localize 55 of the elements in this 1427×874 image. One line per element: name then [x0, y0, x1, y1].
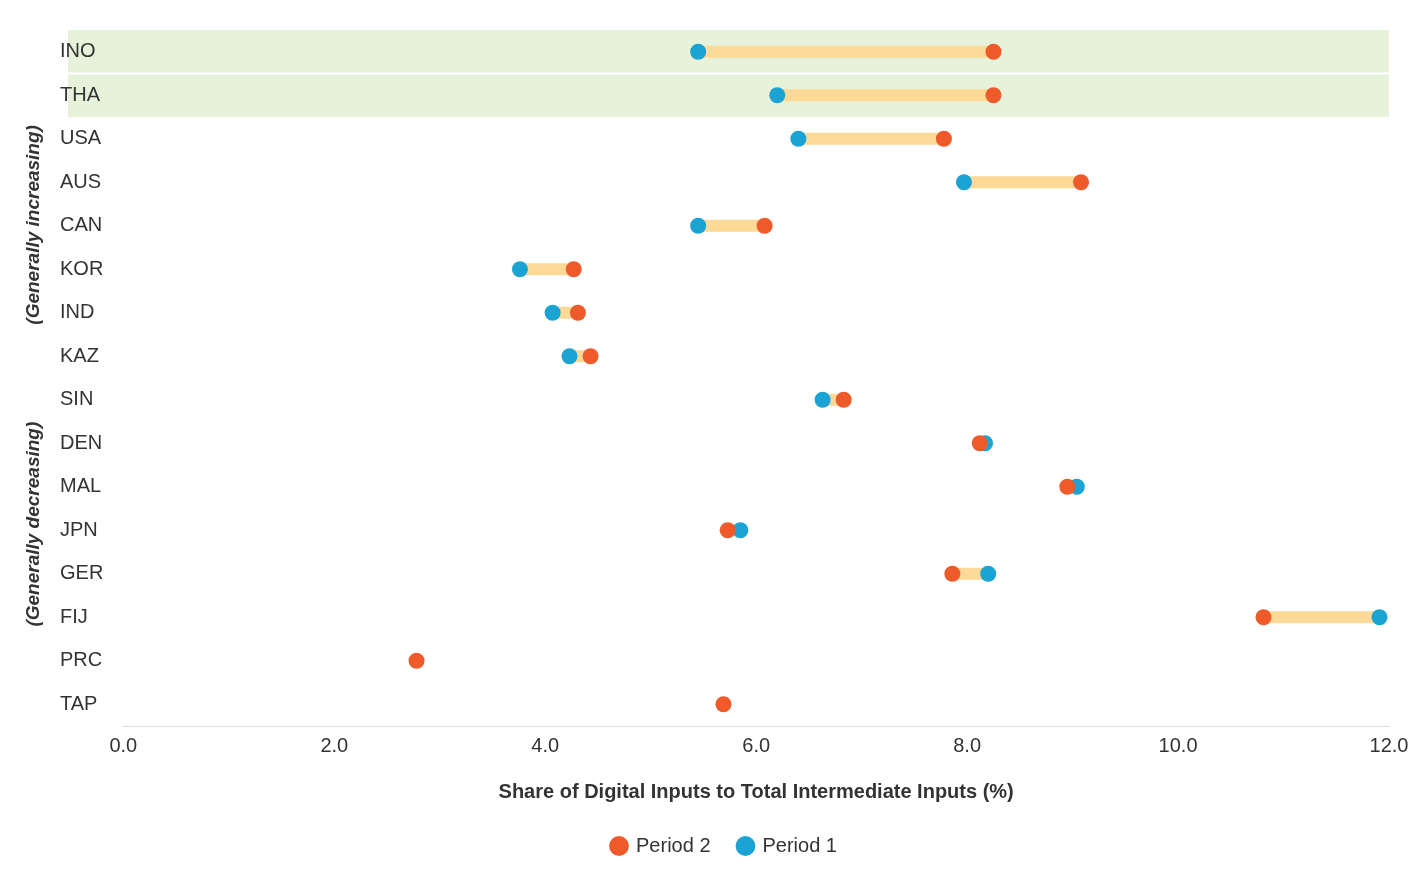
- y-tick-label: IND: [60, 300, 95, 323]
- x-tick-label: 2.0: [320, 733, 349, 756]
- point: [944, 565, 961, 582]
- y-tick-label: INO: [60, 39, 96, 62]
- point: [756, 217, 773, 234]
- point: [814, 391, 831, 408]
- point: [690, 217, 707, 234]
- y-tick-label: KOR: [60, 256, 104, 279]
- y-tick-label: FIJ: [60, 604, 88, 627]
- y-tick-label: SIN: [60, 387, 94, 410]
- y-tick-label: THA: [60, 82, 101, 105]
- point: [715, 696, 732, 713]
- point: [935, 130, 952, 147]
- point: [569, 304, 586, 321]
- point: [955, 174, 972, 191]
- x-tick-label: 8.0: [953, 733, 982, 756]
- x-tick-label: 10.0: [1158, 733, 1198, 756]
- point: [565, 261, 582, 278]
- point: [1073, 174, 1090, 191]
- x-tick-label: 12.0: [1369, 733, 1409, 756]
- y-tick-label: MAL: [60, 474, 102, 497]
- legend-label: Period 2: [636, 833, 711, 856]
- y-tick-label: GER: [60, 561, 104, 584]
- text: (Generally increasing): [22, 125, 44, 325]
- point: [1059, 478, 1076, 495]
- point: [511, 261, 528, 278]
- x-tick-label: 6.0: [742, 733, 771, 756]
- point: [1255, 609, 1272, 626]
- point: [582, 348, 599, 365]
- point: [690, 43, 707, 60]
- x-tick-label: 0.0: [109, 733, 138, 756]
- y-tick-label: USA: [60, 126, 102, 149]
- point: [971, 435, 988, 452]
- y-tick-label: PRC: [60, 648, 103, 671]
- point: [985, 43, 1002, 60]
- legend-label: Period 1: [762, 833, 837, 856]
- point: [561, 348, 578, 365]
- x-tick-label: 4.0: [531, 733, 560, 756]
- y-tick-label: KAZ: [60, 343, 99, 366]
- point: [835, 391, 852, 408]
- y-tick-label: CAN: [60, 213, 103, 236]
- y-tick-label: DEN: [60, 430, 103, 453]
- point: [408, 652, 425, 669]
- y-tick-label: JPN: [60, 517, 98, 540]
- point: [980, 565, 997, 582]
- x-axis-title: Share of Digital Inputs to Total Intermediate Inputs (%): [498, 779, 1014, 802]
- point: [769, 87, 786, 104]
- point: [790, 130, 807, 147]
- point: [719, 522, 736, 539]
- text: (Generally decreasing): [22, 421, 44, 627]
- y-tick-label: TAP: [60, 691, 98, 714]
- point: [985, 87, 1002, 104]
- point: [1371, 609, 1388, 626]
- point: [544, 304, 561, 321]
- y-tick-label: AUS: [60, 169, 102, 192]
